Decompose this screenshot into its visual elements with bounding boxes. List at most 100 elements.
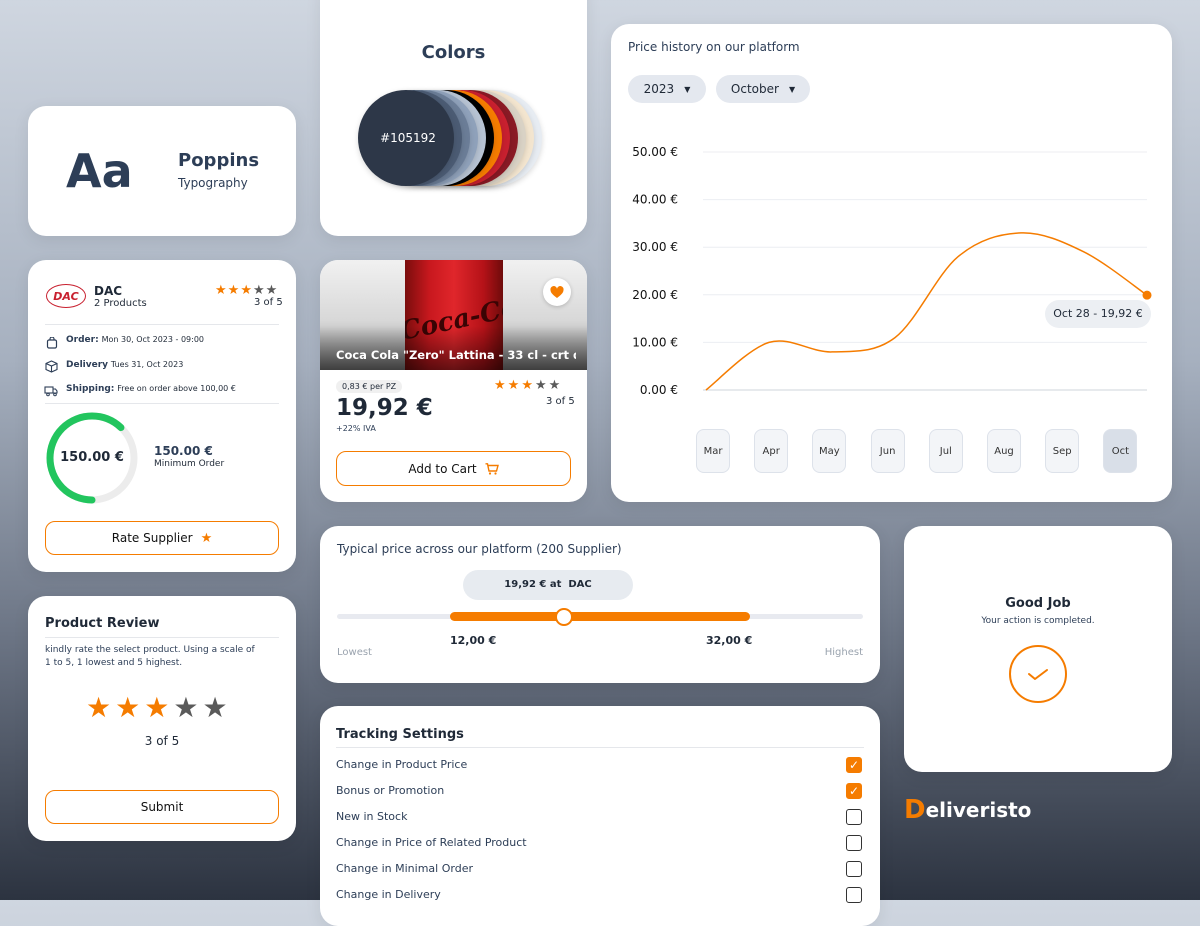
typical-price-card: Typical price across our platform (200 S… <box>320 526 880 683</box>
month-button-jul[interactable]: Jul <box>928 429 963 473</box>
heart-icon <box>550 285 564 298</box>
good-job-title: Good Job <box>1005 596 1071 611</box>
review-title: Product Review <box>45 616 160 631</box>
star-icon[interactable]: ★ <box>173 691 199 724</box>
star-icon[interactable]: ★ <box>86 691 112 724</box>
min-order-gauge <box>46 412 138 504</box>
font-name: Poppins <box>178 150 260 171</box>
range-fill <box>450 612 750 621</box>
supplier-name: DAC <box>94 284 123 298</box>
brand-name: eliveristo <box>925 798 1032 822</box>
good-job-card: Good Job Your action is completed. <box>904 526 1172 772</box>
good-job-message: Your action is completed. <box>981 616 1095 626</box>
month-button-jun[interactable]: Jun <box>870 429 905 473</box>
supplier-rating-text: 3 of 5 <box>254 297 283 308</box>
tracking-option-label: Change in Product Price <box>336 758 468 771</box>
chevron-down-icon: ▼ <box>788 84 796 94</box>
review-text: kindly rate the select product. Using a … <box>45 645 255 668</box>
price-history-card: Price history on our platform 2023 ▼ Oct… <box>611 24 1172 502</box>
order-label: Order: <box>66 335 99 345</box>
star-icon: ★ <box>252 283 265 298</box>
star-icon: ★ <box>494 378 506 393</box>
divider <box>336 747 864 748</box>
tracking-option-checkbox[interactable] <box>846 861 862 877</box>
min-order-label: Minimum Order <box>154 459 225 469</box>
add-to-cart-button[interactable]: Add to Cart <box>336 451 571 486</box>
vat-label: +22% IVA <box>336 424 376 433</box>
tracking-option-checkbox[interactable] <box>846 809 862 825</box>
y-tick-label: 30.00 € <box>632 240 678 254</box>
range-low: 12,00 € <box>450 634 497 647</box>
supplier-rating: ★ ★ ★ ★ ★ <box>215 284 277 297</box>
tracking-option-checkbox[interactable] <box>846 887 862 903</box>
year-select[interactable]: 2023 ▼ <box>628 75 706 103</box>
favorite-button[interactable] <box>543 278 571 306</box>
divider <box>45 637 279 638</box>
y-tick-label: 20.00 € <box>632 288 678 302</box>
product-card: Coca-Cola Coca Cola "Zero" Lattina - 33 … <box>320 260 587 502</box>
star-icon: ★ <box>265 283 278 298</box>
y-tick-label: 10.00 € <box>632 335 678 349</box>
rate-supplier-button[interactable]: Rate Supplier ★ <box>45 521 279 555</box>
tracking-option-checkbox[interactable]: ✓ <box>846 783 862 799</box>
price-line <box>705 232 1148 391</box>
divider <box>45 324 279 325</box>
tracking-title: Tracking Settings <box>336 727 464 742</box>
month-button-aug[interactable]: Aug <box>987 429 1021 473</box>
star-icon[interactable]: ★ <box>202 691 228 724</box>
check-circle-icon <box>1009 645 1067 703</box>
month-button-mar[interactable]: Mar <box>696 429 730 473</box>
delivery-label: Delivery <box>66 360 109 370</box>
month-button-may[interactable]: May <box>812 429 847 473</box>
chevron-down-icon: ▼ <box>684 84 691 94</box>
product-price: 19,92 € <box>336 395 433 421</box>
submit-button[interactable]: Submit <box>45 790 279 824</box>
month-button-oct[interactable]: Oct <box>1103 429 1138 473</box>
tracking-option-label: Change in Price of Related Product <box>336 836 527 849</box>
highest-label: Highest <box>824 647 863 658</box>
brand-initial: D <box>904 795 926 825</box>
product-rating: ★ ★ ★ ★ ★ <box>494 379 560 392</box>
highlight-point[interactable] <box>1142 290 1152 300</box>
tracking-option-checkbox[interactable]: ✓ <box>846 757 862 773</box>
star-icon[interactable]: ★ <box>115 691 141 724</box>
price-history-chart: 50.00 € 40.00 € 30.00 € 20.00 € 10.00 € 0.00 … <box>632 145 1152 397</box>
tracking-option-label: New in Stock <box>336 810 408 823</box>
colors-card: Colors #105192 <box>320 0 587 236</box>
colors-title: Colors <box>421 42 486 63</box>
star-icon: ★ <box>521 378 533 393</box>
supplier-products: 2 Products <box>94 298 147 309</box>
delivery-value: Tues 31, Oct 2023 <box>110 360 184 369</box>
divider <box>45 403 279 404</box>
range-thumb[interactable] <box>555 608 573 626</box>
current-price-pill: 19,92 € at DAC <box>463 570 633 600</box>
color-swatch <box>358 90 454 186</box>
lowest-label: Lowest <box>337 647 372 658</box>
supplier-logo: DAC <box>46 284 86 308</box>
star-icon: ★ <box>240 283 252 298</box>
star-icon: ★ <box>200 530 213 546</box>
review-rating[interactable]: ★ ★ ★ ★ ★ <box>86 694 228 722</box>
product-image: Coca-Cola <box>320 260 587 370</box>
month-button-sep[interactable]: Sep <box>1045 429 1080 473</box>
chart-tooltip: Oct 28 - 19,92 € <box>1045 300 1151 328</box>
order-icon <box>46 334 58 353</box>
tracking-option-label: Change in Minimal Order <box>336 862 473 875</box>
star-icon[interactable]: ★ <box>144 691 170 724</box>
month-button-apr[interactable]: Apr <box>754 429 789 473</box>
font-subtitle: Typography <box>178 176 248 190</box>
product-review-card: Product Review kindly rate the select pr… <box>28 596 296 841</box>
y-tick-label: 50.00 € <box>632 145 678 159</box>
tracking-option-checkbox[interactable] <box>846 835 862 851</box>
star-icon: ★ <box>534 378 547 393</box>
y-tick-label: 0.00 € <box>640 383 678 397</box>
star-icon: ★ <box>507 378 520 393</box>
range-high: 32,00 € <box>706 634 753 647</box>
month-select[interactable]: October ▼ <box>716 75 810 103</box>
product-name: Coca Cola "Zero" Lattina - 33 cl - crt d… <box>336 348 576 362</box>
product-rating-text: 3 of 5 <box>546 396 575 407</box>
delivery-icon <box>45 358 58 377</box>
brand-logo: D eliveristo <box>904 797 1031 823</box>
tracking-option-label: Bonus or Promotion <box>336 784 445 797</box>
cart-icon <box>485 462 499 475</box>
